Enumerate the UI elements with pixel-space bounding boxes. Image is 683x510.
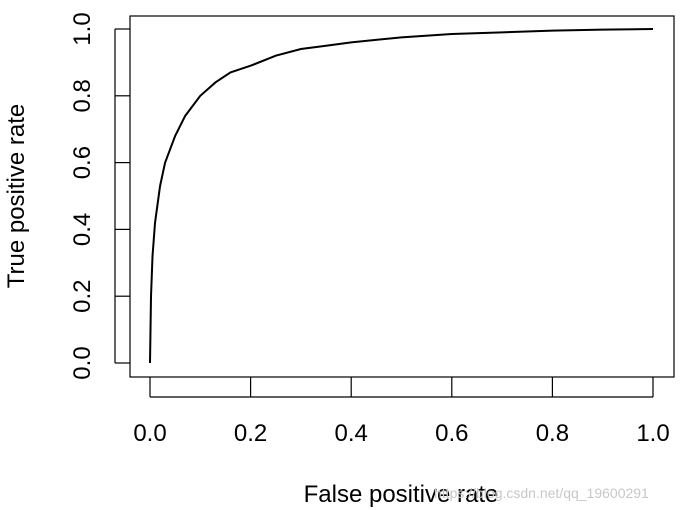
plot-frame: [129, 15, 675, 378]
y-tick-label: 0.8: [69, 79, 96, 112]
x-tick-label: 0.6: [435, 420, 468, 447]
x-axis: 0.0 0.2 0.4 0.6 0.8 1.0: [133, 377, 670, 447]
x-tick-label: 1.0: [636, 420, 669, 447]
y-tick-label: 0.4: [69, 213, 96, 246]
x-tick-label: 0.8: [536, 420, 569, 447]
y-tick-label: 0.6: [69, 146, 96, 179]
y-tick-label: 0.2: [69, 280, 96, 313]
x-tick-label: 0.0: [133, 420, 166, 447]
y-tick-label: 0.0: [69, 346, 96, 379]
y-tick-label: 1.0: [69, 12, 96, 45]
y-axis: 0.0 0.2 0.4 0.6 0.8 1.0: [69, 12, 130, 380]
watermark-text: https://blog.csdn.net/qq_19600291: [434, 485, 649, 501]
y-axis-title: True positive rate: [3, 104, 30, 289]
x-tick-label: 0.4: [335, 420, 368, 447]
x-axis-title: False positive rate: [304, 481, 499, 508]
x-tick-label: 0.2: [234, 420, 267, 447]
roc-curve-line: [149, 28, 654, 364]
